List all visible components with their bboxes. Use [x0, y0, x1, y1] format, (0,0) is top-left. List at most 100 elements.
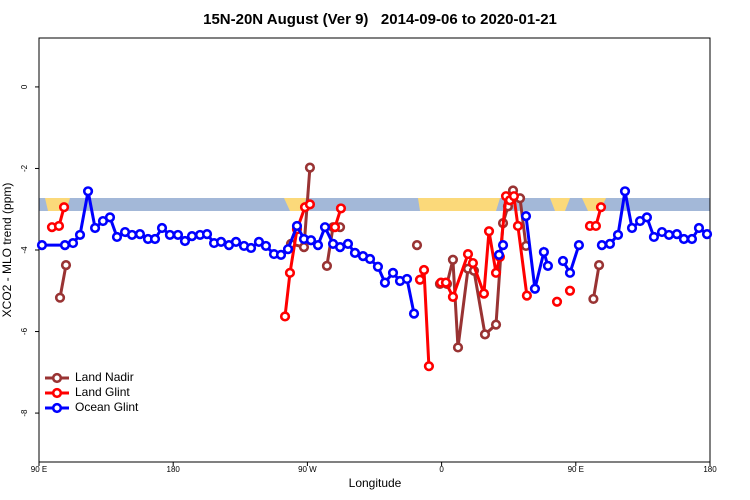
point	[462, 248, 474, 260]
point	[126, 229, 138, 241]
point	[564, 285, 576, 296]
band	[39, 198, 710, 211]
point	[593, 259, 605, 271]
point	[521, 290, 532, 301]
point	[596, 240, 607, 251]
point	[89, 222, 101, 234]
point	[321, 260, 333, 272]
legend-marker	[51, 402, 63, 414]
point	[304, 162, 316, 173]
x-tick-label: 90 E	[568, 465, 584, 474]
point	[648, 231, 660, 243]
legend-label: Ocean Glint	[75, 400, 139, 414]
point	[663, 229, 675, 241]
y-tick-label: -6	[20, 327, 29, 335]
y-tick-label: 0	[20, 84, 29, 89]
point	[483, 226, 495, 237]
point	[512, 220, 524, 232]
legend-label: Land Glint	[75, 385, 130, 399]
point	[253, 236, 265, 247]
x-tick-label: 90 E	[31, 465, 47, 474]
point	[551, 296, 563, 307]
point	[447, 291, 459, 302]
chart-title: 15N-20N August (Ver 9) 2014-09-06 to 202…	[203, 11, 557, 28]
point	[372, 261, 384, 272]
point	[588, 293, 599, 305]
plot-frame	[38, 37, 711, 463]
point	[275, 249, 287, 260]
point	[538, 246, 549, 258]
point	[686, 233, 698, 245]
point	[626, 222, 638, 234]
point	[619, 186, 631, 197]
legend-label: Land Nadir	[75, 370, 134, 384]
point	[304, 199, 316, 210]
point	[612, 229, 624, 241]
point	[215, 236, 227, 247]
point	[349, 247, 361, 258]
point	[595, 202, 607, 213]
point	[364, 253, 376, 265]
point	[230, 236, 242, 247]
point	[641, 212, 653, 223]
point	[490, 319, 502, 330]
point	[179, 235, 191, 247]
legend-marker	[51, 372, 63, 384]
point	[678, 233, 690, 245]
point	[53, 220, 65, 232]
point	[58, 202, 70, 213]
point	[479, 329, 491, 340]
y-tick-label: -2	[20, 164, 29, 172]
point	[305, 235, 317, 246]
point	[387, 267, 399, 278]
x-axis-label: Longitude	[349, 476, 402, 490]
point	[440, 277, 452, 288]
point	[573, 240, 585, 251]
point	[186, 231, 198, 242]
point	[342, 238, 354, 249]
point	[508, 191, 520, 202]
point	[104, 212, 116, 223]
point	[329, 222, 341, 233]
point	[423, 361, 435, 372]
point	[520, 211, 532, 222]
point	[149, 233, 161, 245]
point	[260, 240, 272, 252]
y-tick-label: -4	[20, 246, 29, 254]
point	[164, 229, 176, 241]
point	[36, 240, 48, 251]
point	[693, 222, 705, 234]
point	[156, 222, 168, 234]
point	[490, 267, 502, 278]
point	[418, 264, 430, 276]
point	[497, 240, 509, 251]
point	[557, 255, 569, 267]
point	[414, 274, 426, 285]
point	[319, 222, 331, 233]
point	[401, 273, 413, 285]
point	[564, 267, 576, 278]
x-tick-label: 90 W	[298, 465, 317, 474]
point	[452, 342, 464, 353]
point	[411, 240, 423, 251]
point	[284, 267, 296, 278]
point	[542, 260, 554, 272]
band-patches	[45, 198, 606, 211]
point	[201, 229, 213, 240]
point	[701, 229, 713, 240]
legend-marker	[51, 387, 63, 399]
point	[604, 238, 616, 249]
point	[467, 257, 479, 269]
point	[111, 231, 123, 243]
x-tick-label: 180	[703, 465, 717, 474]
point	[74, 229, 86, 241]
point	[134, 229, 146, 240]
point	[478, 288, 490, 299]
point	[298, 242, 310, 253]
point	[67, 237, 79, 249]
point	[282, 244, 294, 255]
point	[82, 186, 94, 197]
x-tick-label: 180	[167, 465, 181, 474]
point	[279, 311, 291, 322]
